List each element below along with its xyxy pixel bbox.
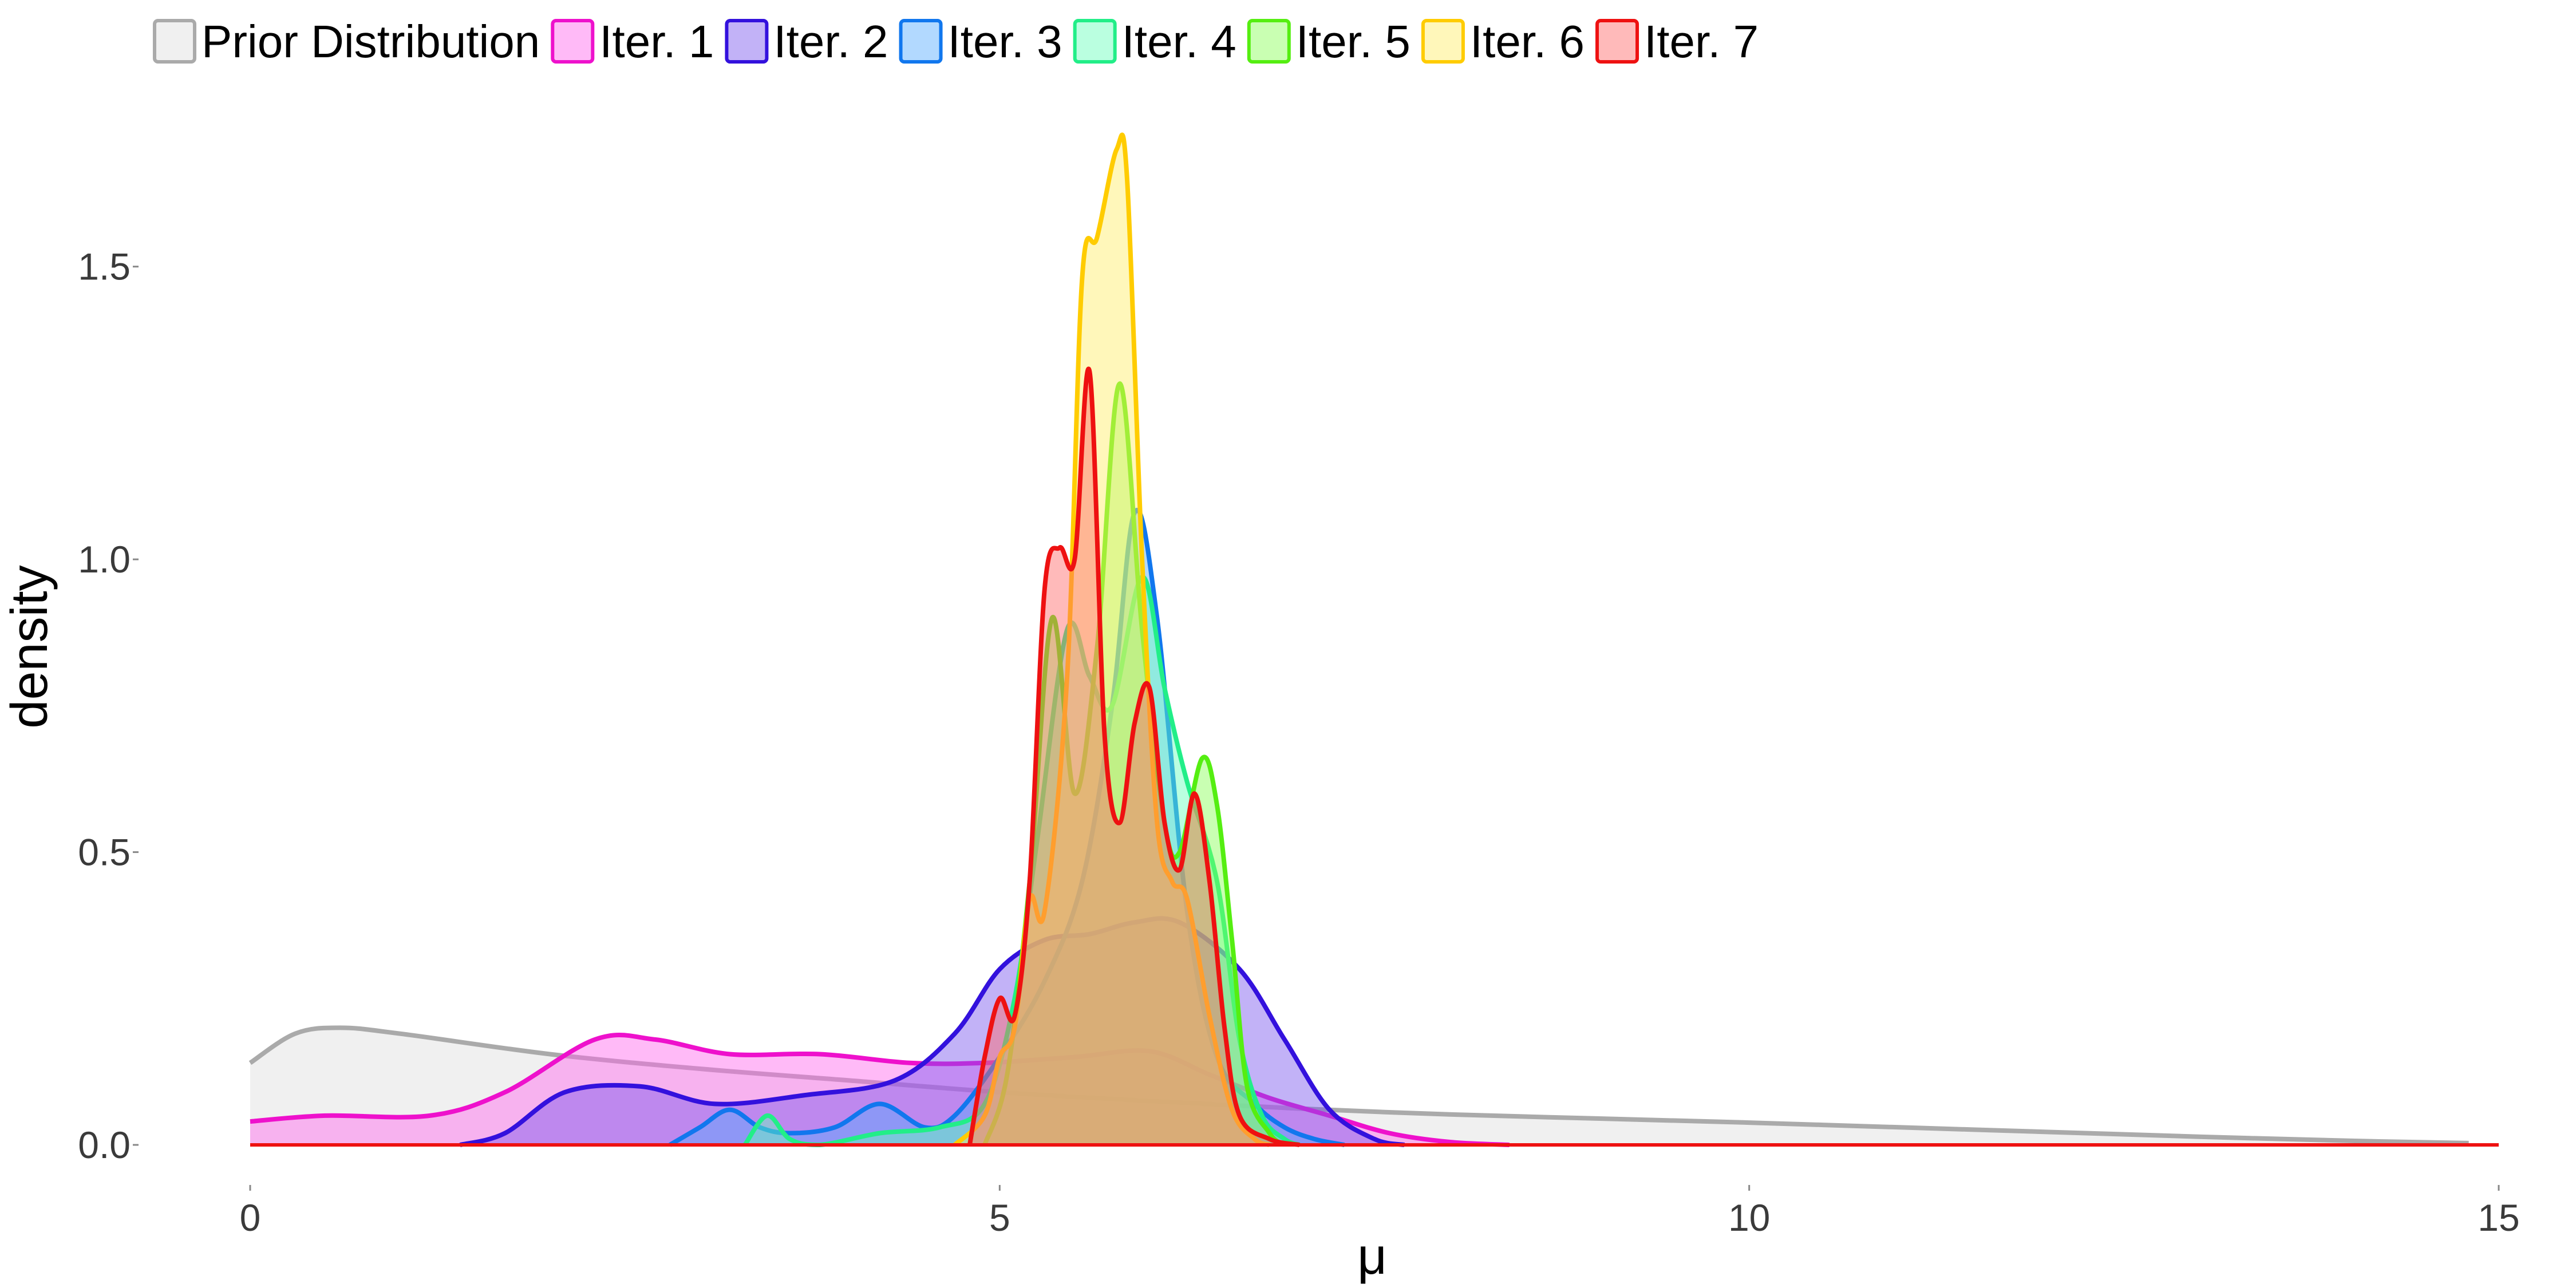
legend-item-iter-4: Iter. 4: [1073, 16, 1236, 67]
y-tick-label: 1.0: [78, 538, 131, 580]
legend-label-iter-2: Iter. 2: [773, 16, 888, 67]
area-fill-iter-3: [670, 510, 1345, 1145]
legend-label-prior-distribution: Prior Distribution: [202, 16, 540, 67]
legend-item-iter-1: Iter. 1: [551, 16, 714, 67]
legend-item-iter-6: Iter. 6: [1421, 16, 1585, 67]
density-line-iter-1: [250, 1033, 1510, 1147]
legend-key-iter-6: [1421, 19, 1465, 64]
legend-label-iter-5: Iter. 5: [1296, 16, 1411, 67]
series-iter-2: [459, 916, 1405, 1147]
area-fill-iter-2: [460, 918, 1405, 1145]
density-areas: [248, 132, 2499, 1147]
x-tick-label: 10: [1728, 1196, 1770, 1239]
area-fill-iter-4: [745, 576, 1300, 1145]
legend-label-iter-4: Iter. 4: [1122, 16, 1236, 67]
series-iter-4: [742, 574, 1301, 1147]
legend-item-prior-distribution: Prior Distribution: [153, 16, 540, 67]
series-iter-7: [967, 366, 1300, 1147]
x-axis-title: μ: [1357, 1228, 1387, 1285]
legend-key-iter-2: [725, 19, 769, 64]
area-fill-iter-7: [970, 369, 1300, 1145]
legend-key-iter-5: [1247, 19, 1291, 64]
series-iter-5: [982, 381, 1286, 1147]
area-fill-prior-distribution: [250, 1028, 2469, 1145]
area-fill-iter-6: [954, 135, 1270, 1145]
legend-item-iter-2: Iter. 2: [725, 16, 888, 67]
x-tick-label: 15: [2478, 1196, 2519, 1239]
legend: Prior Distribution Iter. 1 Iter. 2 Iter. 3 I…: [153, 16, 1759, 67]
legend-item-iter-5: Iter. 5: [1247, 16, 1411, 67]
density-line-iter-5: [982, 381, 1286, 1147]
y-tick-label: 0.0: [78, 1124, 131, 1166]
y-axis: 0.0 0.5 1.0 1.5: [78, 246, 139, 1166]
legend-label-iter-3: Iter. 3: [948, 16, 1062, 67]
x-tick-label: 5: [989, 1196, 1010, 1239]
area-fill-iter-5: [985, 384, 1285, 1145]
legend-key-iter-4: [1073, 19, 1117, 64]
legend-key-iter-7: [1595, 19, 1639, 64]
series-iter-1: [250, 1033, 1510, 1147]
legend-key-iter-3: [899, 19, 943, 64]
legend-key-prior-distribution: [153, 19, 196, 64]
x-tick-label: 0: [240, 1196, 261, 1239]
legend-label-iter-1: Iter. 1: [599, 16, 714, 67]
y-tick-label: 1.5: [78, 246, 131, 288]
density-line-iter-2: [459, 916, 1405, 1147]
y-tick-label: 0.5: [78, 831, 131, 874]
legend-label-iter-7: Iter. 7: [1644, 16, 1759, 67]
legend-key-iter-1: [551, 19, 595, 64]
legend-item-iter-7: Iter. 7: [1595, 16, 1759, 67]
legend-label-iter-6: Iter. 6: [1470, 16, 1585, 67]
density-line-iter-4: [742, 574, 1301, 1147]
y-axis-title: density: [1, 565, 58, 728]
legend-item-iter-3: Iter. 3: [899, 16, 1062, 67]
x-axis: 0 5 10 15: [240, 1185, 2520, 1239]
density-line-iter-7: [967, 366, 1300, 1147]
area-fill-iter-1: [250, 1034, 1510, 1145]
